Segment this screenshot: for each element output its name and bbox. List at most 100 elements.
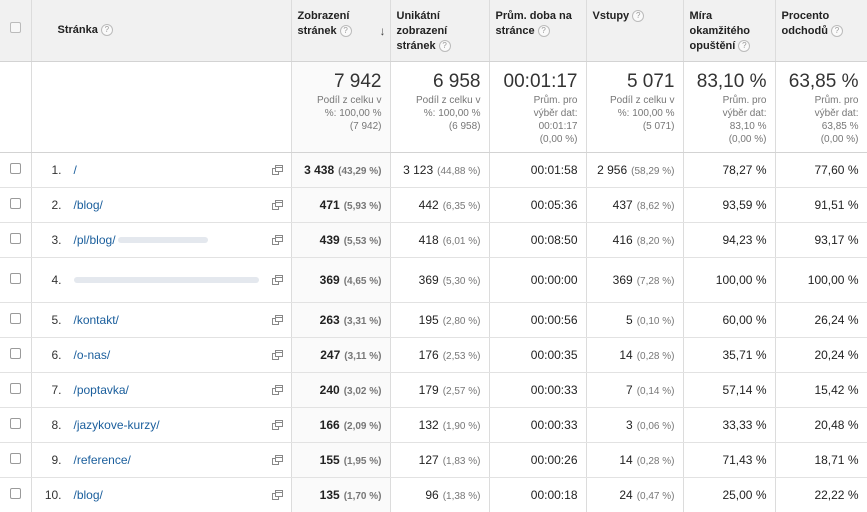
table-row: 10. /blog/ 135 (1,70 %) 96 (1,38 %) 00:00:1… (0, 477, 867, 512)
column-label: Procento odchodů (781, 10, 830, 37)
entrances-share: (0,28 %) (636, 455, 675, 467)
page-link[interactable]: /o-nas/ (73, 347, 111, 362)
column-header-entrances[interactable]: Vstupy? (586, 0, 684, 62)
row-checkbox[interactable] (9, 347, 21, 359)
row-pageviews: 369 (4,65 %) (291, 257, 391, 303)
open-in-new-window-icon[interactable] (271, 314, 283, 325)
row-number: 7. (51, 382, 62, 397)
column-header-unique-pageviews[interactable]: Unikátní zobrazení stránek? (390, 0, 490, 62)
help-icon[interactable]: ? (738, 40, 751, 53)
open-in-new-window-icon[interactable] (271, 349, 283, 360)
avg-time-value: 00:08:50 (530, 232, 578, 247)
row-pageviews: 135 (1,70 %) (291, 477, 391, 512)
row-exit-rate: 20,48 % (775, 407, 867, 443)
row-checkbox[interactable] (9, 197, 21, 209)
page-link[interactable]: /kontakt/ (73, 312, 119, 327)
row-avg-time: 00:00:56 (489, 302, 587, 338)
help-icon[interactable]: ? (632, 10, 645, 23)
unique-share: (2,80 %) (442, 315, 481, 327)
row-number: 2. (51, 197, 62, 212)
row-checkbox[interactable] (9, 162, 21, 174)
row-checkbox[interactable] (9, 487, 21, 499)
page-link[interactable]: /reference/ (73, 452, 131, 467)
entrances-value: 416 (612, 232, 633, 247)
row-checkbox[interactable] (9, 382, 21, 394)
row-checkbox[interactable] (9, 417, 21, 429)
column-label: Stránka (57, 23, 98, 36)
row-checkbox-cell (0, 477, 32, 512)
row-checkbox[interactable] (9, 232, 21, 244)
unique-share: (2,57 %) (442, 385, 481, 397)
unique-share: (1,38 %) (442, 490, 481, 502)
pageviews-value: 166 (319, 417, 340, 432)
open-in-new-window-icon[interactable] (271, 199, 283, 210)
pageviews-value: 155 (319, 452, 340, 467)
total-note: výběr dat: (533, 107, 578, 119)
open-in-new-window-icon[interactable] (271, 489, 283, 500)
row-bounce-rate: 35,71 % (683, 337, 776, 373)
help-icon[interactable]: ? (339, 25, 352, 38)
select-all-checkbox[interactable] (9, 22, 21, 34)
row-checkbox-cell (0, 372, 32, 408)
row-avg-time: 00:00:00 (489, 257, 587, 303)
row-number: 4. (51, 272, 62, 287)
row-unique-pageviews: 96 (1,38 %) (390, 477, 490, 512)
open-in-new-window-icon[interactable] (271, 274, 283, 285)
column-header-pageviews[interactable]: Zobrazení stránek? ↓ (291, 0, 391, 62)
page-link[interactable]: /jazykove-kurzy/ (73, 417, 160, 432)
row-avg-time: 00:00:33 (489, 407, 587, 443)
help-icon[interactable]: ? (438, 40, 451, 53)
page-link[interactable]: /poptavka/ (73, 382, 129, 397)
row-checkbox[interactable] (9, 272, 21, 284)
row-entrances: 3 (0,06 %) (586, 407, 684, 443)
column-header-avg-time[interactable]: Prům. doba na stránce? (489, 0, 587, 62)
total-note: Prům. pro (533, 94, 578, 106)
column-header-page[interactable]: Stránka? (31, 0, 292, 62)
total-pageviews: 7 942 Podíl z celku v %: 100,00 % (7 942… (291, 61, 391, 153)
total-note: (0,00 %) (728, 133, 767, 145)
page-link[interactable]: / (73, 162, 77, 177)
row-avg-time: 00:05:36 (489, 187, 587, 223)
unique-share: (6,01 %) (442, 235, 481, 247)
sort-descending-icon[interactable]: ↓ (379, 24, 386, 38)
row-checkbox-cell (0, 407, 32, 443)
help-icon[interactable]: ? (100, 23, 113, 36)
row-checkbox[interactable] (9, 452, 21, 464)
row-number: 3. (51, 232, 62, 247)
row-pageviews: 240 (3,02 %) (291, 372, 391, 408)
page-link[interactable]: /blog/ (73, 197, 103, 212)
page-link[interactable]: /blog/ (73, 487, 103, 502)
total-note: (7 942) (349, 120, 382, 132)
pageviews-share: (4,65 %) (343, 275, 382, 287)
bounce-value: 60,00 % (722, 312, 767, 327)
unique-value: 418 (418, 232, 439, 247)
row-entrances: 5 (0,10 %) (586, 302, 684, 338)
help-icon[interactable]: ? (830, 25, 843, 38)
open-in-new-window-icon[interactable] (271, 234, 283, 245)
open-in-new-window-icon[interactable] (271, 454, 283, 465)
help-icon[interactable]: ? (537, 25, 550, 38)
avg-time-value: 00:01:58 (530, 162, 578, 177)
row-checkbox[interactable] (9, 312, 21, 324)
bounce-value: 57,14 % (722, 382, 767, 397)
row-number: 8. (51, 417, 62, 432)
total-note: 63,85 % (821, 120, 859, 132)
total-note: výběr dat: (722, 107, 767, 119)
total-value: 63,85 % (788, 70, 859, 92)
total-note: výběr dat: (814, 107, 859, 119)
column-header-exit-rate[interactable]: Procento odchodů? (775, 0, 867, 62)
column-header-bounce-rate[interactable]: Míra okamžitého opuštění? (683, 0, 776, 62)
row-checkbox-cell (0, 152, 32, 188)
total-value: 7 942 (333, 70, 382, 92)
open-in-new-window-icon[interactable] (271, 419, 283, 430)
row-checkbox-cell (0, 222, 32, 258)
total-note: Podíl z celku v (416, 94, 481, 106)
row-bounce-rate: 71,43 % (683, 442, 776, 478)
row-unique-pageviews: 418 (6,01 %) (390, 222, 490, 258)
pageviews-share: (5,93 %) (343, 200, 382, 212)
open-in-new-window-icon[interactable] (271, 384, 283, 395)
page-link[interactable]: /pl/blog/ (73, 232, 116, 247)
open-in-new-window-icon[interactable] (271, 164, 283, 175)
unique-value: 132 (418, 417, 439, 432)
